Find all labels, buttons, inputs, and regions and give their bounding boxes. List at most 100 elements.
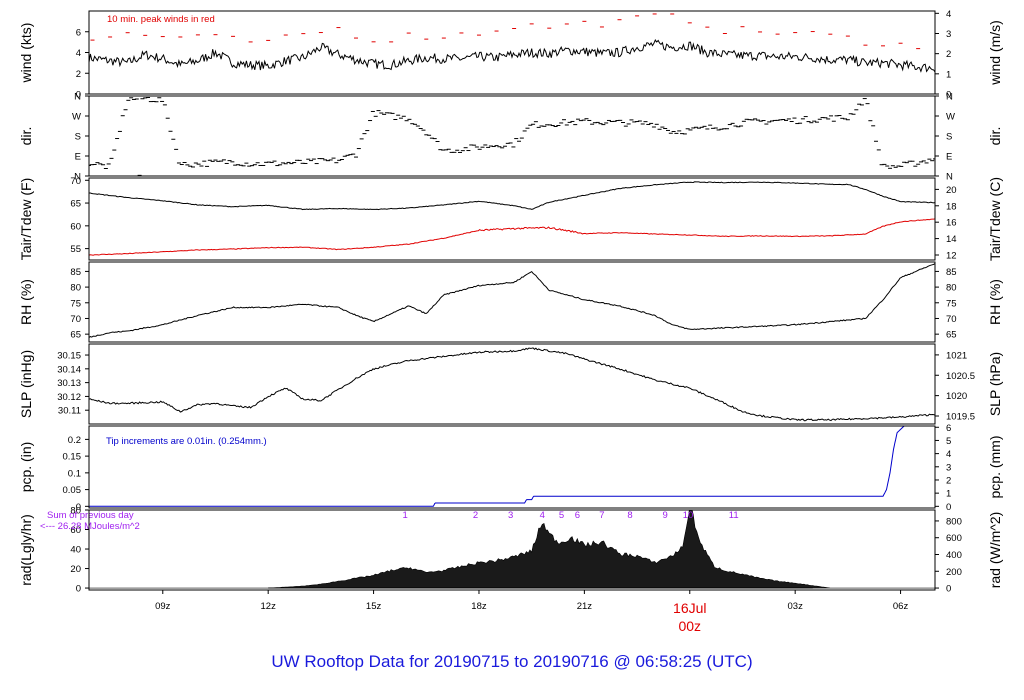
right-tick-label: 75 — [946, 298, 957, 309]
right-tick-label: 1021 — [946, 350, 967, 361]
panel-pcp: pcp. (in) pcp. (mm) 0 0.05 0.1 0.15 0.2 0 1 2 3 4 5 6… — [18, 423, 1003, 513]
rad-hour-label: 11 — [729, 510, 739, 521]
right-tick-label: 14 — [946, 234, 957, 245]
rad-hour-label: 7 — [599, 510, 604, 521]
left-tick-label: N — [74, 92, 81, 103]
left-tick-label: 30.12 — [57, 392, 81, 403]
left-tick-label: 30.14 — [57, 364, 81, 375]
right-tick-label: 18 — [946, 201, 957, 212]
right-tick-label: 0 — [946, 584, 951, 595]
right-tick-label: 3 — [946, 29, 951, 40]
series-wind-2 — [90, 13, 921, 50]
left-tick-label: 65 — [70, 199, 81, 210]
x-day-label: 16Jul — [673, 600, 706, 616]
series-temp-2 — [89, 218, 935, 256]
ylabel-left-rh: RH (%) — [18, 279, 34, 325]
rad-hour-label: 4 — [540, 510, 545, 521]
right-tick-label: 65 — [946, 330, 957, 341]
series-temp-1 — [89, 181, 935, 211]
ylabel-right-temp: Tair/Tdew (C) — [987, 177, 1003, 261]
left-tick-label: 0.05 — [63, 485, 82, 496]
plot-area-rad — [89, 510, 935, 589]
panel-frame-temp — [88, 177, 936, 261]
ylabel-left-pcp: pcp. (in) — [18, 442, 34, 493]
series-dir-1 — [89, 97, 935, 176]
right-tick-label: 6 — [946, 423, 951, 434]
series-pcp-1 — [89, 426, 935, 507]
left-tick-label: E — [75, 152, 81, 163]
right-tick-label: 3 — [946, 462, 951, 473]
right-tick-label: 2 — [946, 475, 951, 486]
panel-rad: rad(Lgly/hr) rad (W/m^2)02040608002004006… — [18, 506, 1003, 595]
right-tick-label: 1020 — [946, 391, 967, 402]
left-tick-label: 0 — [76, 502, 81, 513]
right-tick-label: S — [946, 132, 952, 143]
plot-area-pcp — [89, 426, 935, 507]
rad-hour-label: 2 — [473, 510, 478, 521]
panel-frame-pcp — [88, 425, 936, 509]
x-axis: 09z 12z 15z 18z 21z 16Jul 00z 03z 06z — [155, 590, 908, 634]
right-tick-label: 1019.5 — [946, 411, 975, 422]
ylabel-left-temp: Tair/Tdew (F) — [18, 178, 34, 260]
rad-hour-label: 10 — [683, 510, 694, 521]
radiation-area — [89, 510, 935, 589]
right-tick-label: 20 — [946, 185, 957, 196]
ylabel-right-rh: RH (%) — [987, 279, 1003, 325]
panel-wind: wind (kts) wind (m/s) 0 2 4 6 0 1 2 3 4 10 min. pea… — [18, 9, 1003, 101]
pcp-annotation: Tip increments are 0.01in. (0.254mm.) — [106, 436, 267, 447]
rad-annotation-2: <--- 26.28 MJoules/m^2 — [40, 521, 140, 532]
ylabel-left-dir: dir. — [18, 127, 34, 146]
ylabel-left-slp: SLP (inHg) — [18, 350, 34, 418]
plot-area-rh — [89, 263, 935, 338]
right-tick-label: 4 — [946, 9, 951, 20]
right-tick-label: W — [946, 112, 955, 123]
panel-frame-wind — [88, 10, 936, 95]
left-tick-label: 20 — [70, 564, 81, 575]
left-tick-label: 0 — [76, 584, 81, 595]
left-tick-label: 30.15 — [57, 351, 81, 362]
panel-frame-slp — [88, 343, 936, 425]
rad-annotation-1: Sum of previous day — [47, 510, 134, 521]
panel-frame-rad — [88, 509, 936, 591]
left-tick-label: W — [72, 112, 81, 123]
ylabel-right-wind: wind (m/s) — [987, 20, 1003, 86]
right-tick-label: 0 — [946, 502, 951, 513]
right-tick-label: N — [946, 92, 953, 103]
right-tick-label: 80 — [946, 283, 957, 294]
plot-area-dir — [89, 97, 935, 176]
rad-hour-label: 3 — [508, 510, 513, 521]
left-tick-label: 80 — [70, 283, 81, 294]
right-tick-label: E — [946, 152, 952, 163]
panel-temp: Tair/Tdew (F) Tair/Tdew (C) 55 60 65 70 12 14 16… — [18, 176, 1003, 262]
right-tick-label: 0 — [946, 90, 951, 101]
rad-hour-label: 9 — [663, 510, 668, 521]
left-tick-label: 2 — [76, 69, 81, 80]
x-tick-label: 18z — [471, 601, 487, 612]
ylabel-left-wind: wind (kts) — [18, 23, 34, 84]
panel-rh: RH (%) RH (%) 65 70 75 80 85 65 70 75 80 85 — [18, 261, 1003, 343]
x-tick-label: 21z — [577, 601, 593, 612]
left-tick-label: 0.2 — [68, 435, 81, 446]
rad-hour-label: 5 — [559, 510, 564, 521]
rad-hour-label: 8 — [627, 510, 632, 521]
ylabel-right-dir: dir. — [987, 127, 1003, 146]
left-tick-label: 75 — [70, 298, 81, 309]
right-tick-label: 12 — [946, 250, 957, 261]
left-tick-label: N — [74, 172, 81, 183]
right-tick-label: 200 — [946, 567, 962, 578]
left-tick-label: 80 — [70, 506, 81, 517]
ylabel-left-rad: rad(Lgly/hr) — [18, 514, 34, 586]
chart-title: UW Rooftop Data for 20190715 to 20190716… — [271, 652, 752, 671]
left-tick-label: 65 — [70, 330, 81, 341]
left-tick-label: S — [75, 132, 81, 143]
series-rad-1 — [89, 510, 935, 589]
series-wind-1 — [89, 38, 935, 73]
x-day-sub-label: 00z — [678, 618, 701, 634]
panel-frame-dir — [88, 95, 936, 177]
left-tick-label: 30.11 — [58, 406, 81, 417]
right-tick-label: 800 — [946, 516, 962, 527]
right-tick-label: 400 — [946, 550, 962, 561]
